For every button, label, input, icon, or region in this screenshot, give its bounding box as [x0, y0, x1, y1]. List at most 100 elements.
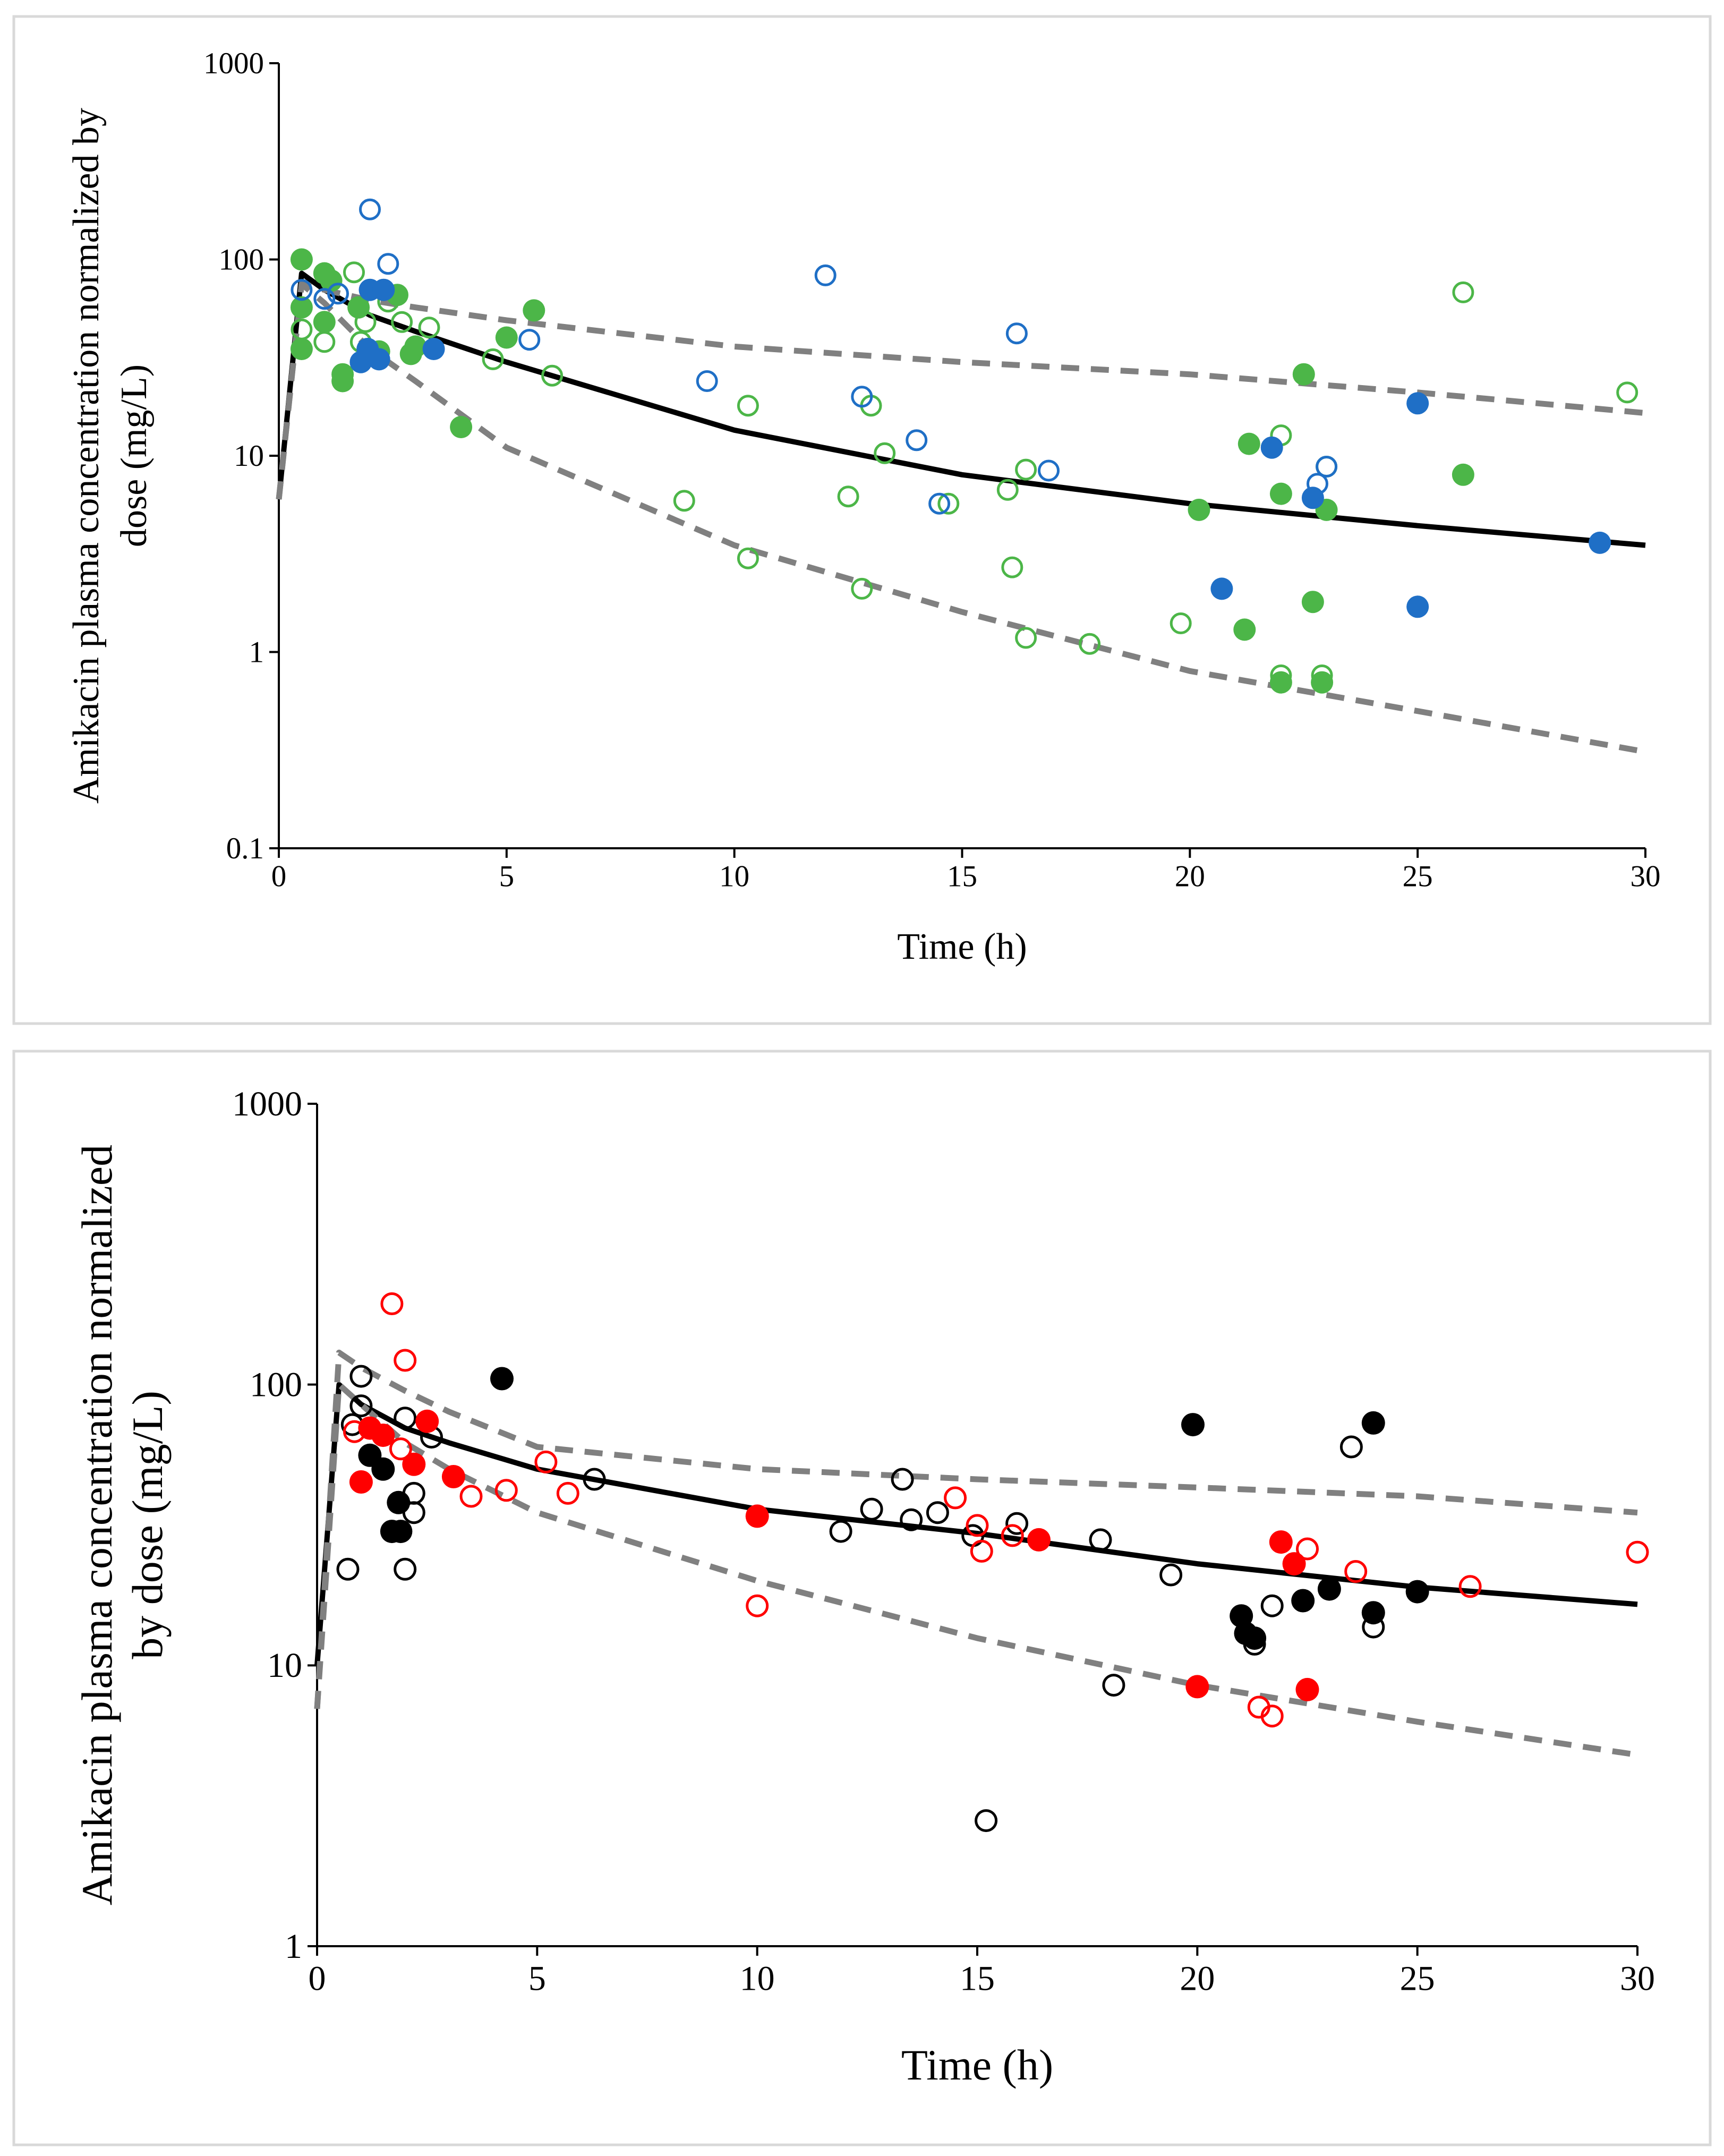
x-tick-label: 30: [1631, 859, 1661, 893]
point-red-filled: [1185, 1675, 1209, 1699]
point-green-open: [1079, 633, 1101, 655]
point-green-filled: [1233, 618, 1256, 641]
point-green-open: [737, 547, 759, 569]
point-red-open: [459, 1485, 483, 1508]
point-red-filled: [1027, 1528, 1051, 1552]
y-tick-label: 100: [219, 243, 264, 276]
point-black-filled: [1405, 1580, 1429, 1604]
point-black-filled: [387, 1490, 411, 1514]
point-green-filled: [1452, 463, 1474, 486]
y-axis-title-line: Amikacin plasma concentration normalized: [73, 1145, 121, 1905]
x-axis-title: Time (h): [901, 2041, 1053, 2089]
point-green-open: [1616, 381, 1638, 404]
point-green-open: [482, 348, 504, 370]
point-red-open: [1626, 1540, 1649, 1564]
point-green-open: [313, 331, 336, 353]
x-tick-label: 25: [1403, 859, 1433, 893]
point-green-open: [673, 490, 695, 512]
y-tick-label: 1000: [232, 1085, 302, 1123]
x-tick-label: 30: [1620, 1959, 1655, 1998]
point-black-open: [394, 1557, 417, 1581]
point-green-open: [837, 485, 859, 508]
point-green-open: [391, 311, 413, 333]
point-blue-open: [359, 198, 381, 220]
point-black-filled: [1291, 1589, 1315, 1613]
point-black-open: [349, 1365, 373, 1388]
point-blue-open: [851, 386, 873, 408]
point-blue-open: [1316, 456, 1338, 478]
point-red-open: [1260, 1705, 1284, 1728]
y-axis-title-line: by dose (mg/L): [123, 1391, 172, 1659]
x-tick-label: 20: [1175, 859, 1205, 893]
point-blue-filled: [1406, 595, 1429, 618]
x-tick-label: 15: [960, 1959, 995, 1998]
point-red-filled: [1295, 1677, 1319, 1701]
point-red-open: [1001, 1524, 1024, 1547]
point-black-filled: [389, 1520, 413, 1544]
point-red-open: [944, 1486, 967, 1510]
x-tick-label: 15: [947, 859, 977, 893]
point-black-filled: [1361, 1411, 1385, 1435]
x-axis-title: Time (h): [897, 926, 1027, 967]
point-green-filled: [320, 269, 343, 292]
point-blue-filled: [1589, 531, 1611, 554]
y-tick-label: 1: [249, 635, 264, 669]
point-blue-open: [1005, 322, 1028, 345]
point-green-open: [737, 395, 759, 417]
point-black-open: [1005, 1512, 1029, 1535]
point-black-open: [1339, 1435, 1363, 1459]
point-green-open: [851, 577, 873, 600]
point-green-open: [1001, 556, 1023, 578]
point-black-filled: [1243, 1626, 1267, 1650]
y-tick-label: 1: [285, 1927, 302, 1966]
x-tick-label: 5: [499, 859, 515, 893]
point-red-filled: [1269, 1530, 1293, 1554]
point-blue-open: [814, 264, 837, 286]
point-green-open: [1270, 664, 1292, 686]
point-green-open: [541, 364, 564, 387]
bottom-chart: 1 10 100 1000 0 5 10 15 20 25 30 Time (h) Amikacin p…: [73, 1085, 1655, 2089]
point-black-open: [1102, 1674, 1125, 1697]
point-red-filled: [349, 1470, 373, 1494]
line-lower: [276, 281, 1646, 755]
point-green-filled: [1237, 432, 1260, 455]
point-black-open: [1260, 1594, 1284, 1617]
point-red-open: [966, 1514, 989, 1537]
point-blue-open: [696, 370, 718, 392]
point-green-open: [1015, 627, 1037, 649]
x-tick-label: 10: [719, 859, 749, 893]
point-blue-open: [377, 253, 399, 275]
top-panel-frame: [12, 15, 1712, 1025]
x-tick-label: 25: [1400, 1959, 1435, 1998]
point-red-open: [394, 1349, 417, 1372]
point-green-open: [1452, 281, 1474, 303]
y-tick-label: 10: [234, 439, 264, 473]
point-black-open: [349, 1394, 373, 1418]
point-green-filled: [1301, 591, 1324, 613]
point-blue-filled: [372, 278, 395, 301]
point-red-filled: [1282, 1552, 1306, 1576]
point-black-open: [900, 1508, 923, 1531]
point-green-filled: [404, 335, 427, 358]
point-blue-open: [518, 329, 541, 351]
point-green-open: [996, 479, 1019, 501]
point-blue-filled: [422, 338, 445, 360]
point-black-open: [583, 1468, 606, 1491]
point-black-filled: [490, 1367, 514, 1391]
line-upper: [276, 281, 1646, 500]
point-red-filled: [402, 1452, 426, 1476]
point-green-open: [343, 261, 365, 284]
point-green-filled: [1292, 363, 1315, 386]
point-green-filled: [1311, 671, 1334, 694]
point-blue-filled: [1260, 436, 1283, 459]
point-black-open: [336, 1557, 360, 1581]
point-red-filled: [371, 1424, 395, 1447]
point-green-filled: [290, 248, 313, 271]
point-green-open: [418, 317, 440, 339]
y-tick-label: 0.1: [226, 832, 264, 865]
point-green-open: [1015, 458, 1037, 481]
point-red-open: [556, 1481, 579, 1505]
point-green-filled: [1188, 498, 1210, 521]
point-black-open: [891, 1468, 914, 1491]
point-green-open: [354, 311, 377, 333]
